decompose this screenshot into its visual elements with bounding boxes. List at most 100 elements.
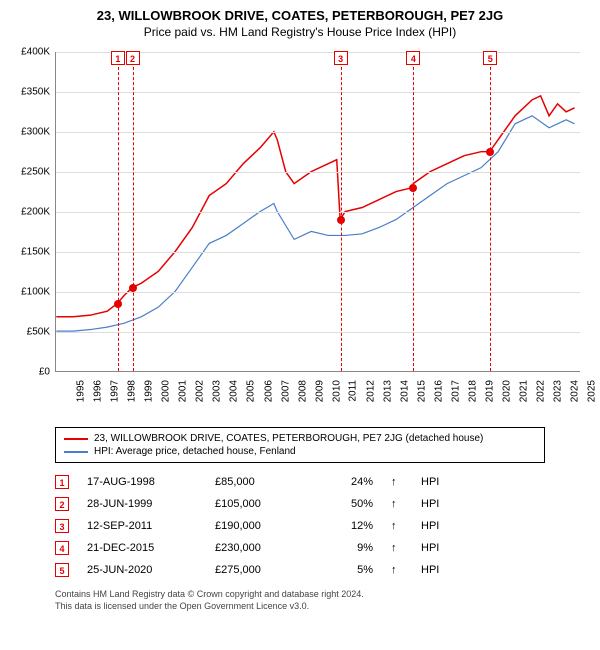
x-axis-label: 1998	[126, 380, 137, 402]
table-date: 21-DEC-2015	[87, 542, 197, 554]
footer-line-1: Contains HM Land Registry data © Crown c…	[55, 589, 590, 601]
y-axis-label: £300K	[10, 127, 50, 138]
table-date: 28-JUN-1999	[87, 498, 197, 510]
table-pct: 5%	[323, 564, 373, 576]
x-axis-label: 2016	[433, 380, 444, 402]
marker-box: 3	[334, 51, 348, 65]
x-axis-label: 2011	[347, 380, 358, 402]
table-row: 3 12-SEP-2011 £190,000 12% ↑ HPI	[55, 515, 545, 537]
x-axis-label: 2002	[195, 380, 206, 402]
legend-row: HPI: Average price, detached house, Fenl…	[64, 445, 536, 458]
chart-subtitle: Price paid vs. HM Land Registry's House …	[10, 25, 590, 39]
marker-dot	[337, 216, 345, 224]
marker-dot	[409, 184, 417, 192]
gridline	[56, 132, 580, 133]
x-axis-label: 2015	[416, 380, 427, 402]
y-axis-label: £350K	[10, 87, 50, 98]
y-axis-label: £250K	[10, 167, 50, 178]
x-axis-label: 2025	[587, 380, 598, 402]
legend-label: 23, WILLOWBROOK DRIVE, COATES, PETERBORO…	[94, 433, 483, 444]
x-axis-label: 2017	[450, 380, 461, 402]
table-row: 4 21-DEC-2015 £230,000 9% ↑ HPI	[55, 537, 545, 559]
x-axis-label: 2012	[365, 380, 376, 402]
arrow-up-icon: ↑	[391, 498, 403, 510]
x-axis-label: 2003	[212, 380, 223, 402]
table-marker-box: 1	[55, 475, 69, 489]
marker-line	[341, 52, 342, 371]
gridline	[56, 212, 580, 213]
table-marker-box: 5	[55, 563, 69, 577]
legend-row: 23, WILLOWBROOK DRIVE, COATES, PETERBORO…	[64, 432, 536, 445]
x-axis-label: 2007	[280, 380, 291, 402]
table-suffix: HPI	[421, 498, 439, 510]
marker-line	[413, 52, 414, 371]
x-axis-label: 1997	[109, 380, 120, 402]
x-axis-label: 2019	[484, 380, 495, 402]
legend-swatch	[64, 438, 88, 440]
series-line	[56, 116, 574, 331]
footer-line-2: This data is licensed under the Open Gov…	[55, 601, 590, 613]
table-suffix: HPI	[421, 520, 439, 532]
table-suffix: HPI	[421, 542, 439, 554]
gridline	[56, 252, 580, 253]
legend-label: HPI: Average price, detached house, Fenl…	[94, 446, 296, 457]
table-pct: 9%	[323, 542, 373, 554]
marker-box: 1	[111, 51, 125, 65]
plot-region: 12 3 4 5	[55, 52, 580, 372]
table-date: 25-JUN-2020	[87, 564, 197, 576]
legend: 23, WILLOWBROOK DRIVE, COATES, PETERBORO…	[55, 427, 545, 463]
table-row: 117-AUG-1998£85,00024%↑HPI	[55, 471, 545, 493]
x-axis-label: 2005	[246, 380, 257, 402]
x-axis-label: 2023	[553, 380, 564, 402]
gridline	[56, 292, 580, 293]
x-axis-label: 2020	[501, 380, 512, 402]
marker-dot	[129, 284, 137, 292]
gridline	[56, 172, 580, 173]
table-price: £190,000	[215, 520, 305, 532]
table-date: 17-AUG-1998	[87, 476, 197, 488]
x-axis-label: 2010	[331, 380, 342, 402]
y-axis-label: £200K	[10, 207, 50, 218]
table-marker-box: 4	[55, 541, 69, 555]
x-axis-label: 2013	[382, 380, 393, 402]
x-axis-label: 1999	[143, 380, 154, 402]
arrow-up-icon: ↑	[391, 520, 403, 532]
x-axis-label: 2001	[178, 380, 189, 402]
chart-area: 12345 £0£50K£100K£150K£200K£250K£300K£35…	[10, 47, 590, 417]
arrow-up-icon: ↑	[391, 476, 403, 488]
table-pct: 50%	[323, 498, 373, 510]
marker-box: 5	[483, 51, 497, 65]
table-price: £105,000	[215, 498, 305, 510]
marker-dot	[486, 148, 494, 156]
chart-container: 23, WILLOWBROOK DRIVE, COATES, PETERBORO…	[0, 0, 600, 620]
y-axis-label: £100K	[10, 287, 50, 298]
x-axis-label: 2008	[297, 380, 308, 402]
x-axis-label: 2000	[160, 380, 171, 402]
table-suffix: HPI	[421, 564, 439, 576]
table-price: £85,000	[215, 476, 305, 488]
x-axis-label: 2014	[399, 380, 410, 402]
marker-box: 2	[126, 51, 140, 65]
table-suffix: HPI	[421, 476, 439, 488]
table-price: £275,000	[215, 564, 305, 576]
table-row: 2 28-JUN-1999 £105,000 50% ↑ HPI	[55, 493, 545, 515]
x-axis-label: 2022	[535, 380, 546, 402]
arrow-up-icon: ↑	[391, 542, 403, 554]
x-axis-label: 1995	[75, 380, 86, 402]
x-axis-label: 2006	[263, 380, 274, 402]
table-date: 12-SEP-2011	[87, 520, 197, 532]
x-axis-label: 2024	[570, 380, 581, 402]
footer-attribution: Contains HM Land Registry data © Crown c…	[55, 589, 590, 612]
table-marker-box: 2	[55, 497, 69, 511]
table-row: 5 25-JUN-2020 £275,000 5% ↑ HPI	[55, 559, 545, 581]
marker-box: 4	[406, 51, 420, 65]
arrow-up-icon: ↑	[391, 564, 403, 576]
gridline	[56, 332, 580, 333]
table-pct: 12%	[323, 520, 373, 532]
gridline	[56, 92, 580, 93]
chart-title: 23, WILLOWBROOK DRIVE, COATES, PETERBORO…	[10, 8, 590, 23]
marker-dot	[114, 300, 122, 308]
table-price: £230,000	[215, 542, 305, 554]
marker-line	[118, 52, 119, 371]
table-marker-box: 3	[55, 519, 69, 533]
